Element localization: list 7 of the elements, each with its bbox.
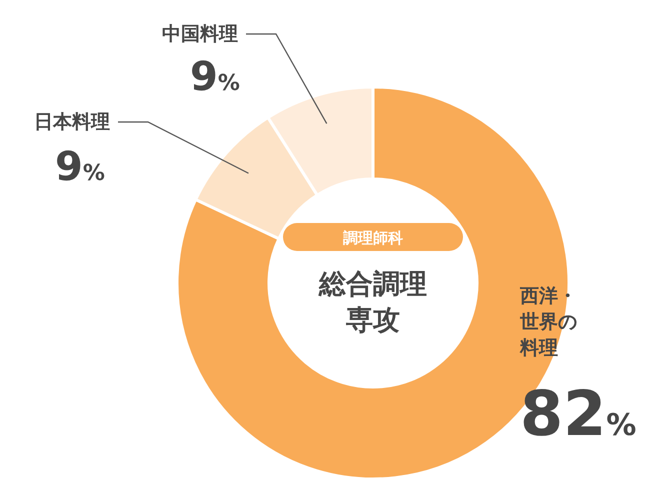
data-label: 9%	[190, 54, 240, 100]
data-label: 9%	[55, 144, 105, 190]
slice-label: 中国料理	[162, 23, 238, 45]
slice-label: 日本料理	[34, 111, 110, 133]
text: 調理師科	[343, 229, 403, 247]
data-label: 82%	[520, 377, 636, 450]
text: 総合調理専攻	[318, 269, 427, 336]
